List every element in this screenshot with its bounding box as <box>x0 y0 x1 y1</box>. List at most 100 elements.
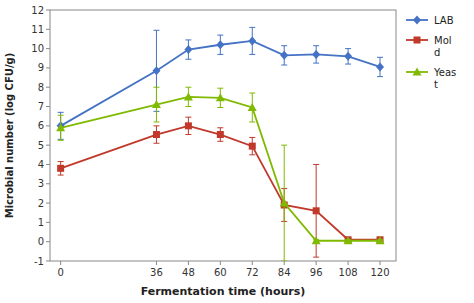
error-bar <box>249 27 255 54</box>
legend-label-line: LAB <box>434 15 454 26</box>
data-point <box>152 66 160 75</box>
y-tick-label: 6 <box>38 120 44 131</box>
y-tick-label: 1 <box>38 217 44 228</box>
legend-label: Yeast <box>433 67 456 90</box>
y-tick <box>46 183 50 184</box>
data-point <box>377 236 384 243</box>
x-axis-label: Fermentation time (hours) <box>141 285 306 298</box>
x-tick-label: 108 <box>339 267 358 278</box>
data-point <box>56 123 65 131</box>
x-tick <box>188 261 189 265</box>
data-point <box>345 236 352 243</box>
y-axis-label: Microbial number (log CFU/g) <box>4 53 15 219</box>
y-tick <box>46 48 50 49</box>
data-point <box>217 131 224 138</box>
legend: LAB Mold Yeast <box>406 15 456 90</box>
y-tick-label: -1 <box>34 256 44 267</box>
legend-label: LAB <box>434 15 454 26</box>
y-tick-label: 4 <box>38 159 44 170</box>
x-tick <box>380 261 381 265</box>
data-point <box>280 51 288 60</box>
error-bar <box>217 35 223 54</box>
y-tick-label: 9 <box>38 62 44 73</box>
error-bar <box>249 137 255 154</box>
x-tick <box>316 261 317 265</box>
data-point <box>376 62 384 71</box>
error-bar <box>217 128 223 142</box>
data-point <box>312 50 320 59</box>
y-tick <box>46 10 50 11</box>
x-tick <box>348 261 349 265</box>
legend-label-line: Yeas <box>433 67 456 78</box>
error-bar <box>185 40 191 59</box>
x-tick-label: 120 <box>370 267 389 278</box>
error-bar <box>377 57 383 76</box>
y-tick-label: 11 <box>31 24 44 35</box>
error-bar <box>58 162 64 176</box>
y-tick <box>46 145 50 146</box>
data-point <box>185 122 192 129</box>
error-bar <box>281 46 287 65</box>
x-tick <box>156 261 157 265</box>
data-point <box>344 52 352 61</box>
data-point <box>344 236 353 244</box>
x-tick <box>60 261 61 265</box>
x-tick-label: 84 <box>278 267 291 278</box>
y-tick <box>46 203 50 204</box>
y-tick-label: 5 <box>38 140 44 151</box>
y-tick-label: 12 <box>31 5 44 16</box>
error-bar <box>185 117 191 134</box>
y-tick-label: 3 <box>38 178 44 189</box>
data-point <box>184 45 192 54</box>
series-line <box>61 97 380 241</box>
data-point <box>216 40 224 49</box>
series-line <box>61 41 380 126</box>
data-point <box>216 93 225 101</box>
x-tick-label: 96 <box>310 267 323 278</box>
series <box>57 117 383 257</box>
error-bar <box>313 46 319 63</box>
y-tick-label: 8 <box>38 82 44 93</box>
y-tick <box>46 125 50 126</box>
legend-marker <box>414 37 421 44</box>
error-bar <box>153 126 159 143</box>
legend-label-line: Mol <box>434 35 452 46</box>
legend-marker <box>413 68 422 76</box>
x-tick-label: 0 <box>57 267 63 278</box>
series <box>56 87 384 261</box>
x-tick-label: 60 <box>214 267 227 278</box>
y-tick <box>46 29 50 30</box>
plot-area <box>56 27 384 261</box>
data-point <box>313 207 320 214</box>
x-tick-label: 48 <box>182 267 195 278</box>
y-tick <box>46 261 50 262</box>
x-tick-label: 36 <box>150 267 163 278</box>
x-tick-label: 72 <box>246 267 259 278</box>
y-tick <box>46 241 50 242</box>
y-tick-label: 2 <box>38 198 44 209</box>
y-tick <box>46 106 50 107</box>
data-point <box>152 100 161 108</box>
legend-marker <box>413 16 421 25</box>
y-tick <box>46 164 50 165</box>
data-point <box>57 165 64 172</box>
data-point <box>280 199 289 207</box>
data-point <box>376 236 385 244</box>
legend-label-line: d <box>434 47 440 58</box>
x-tick <box>220 261 221 265</box>
data-point <box>184 92 193 100</box>
y-tick-label: 10 <box>31 43 44 54</box>
legend-label-line: t <box>434 79 438 90</box>
series-line <box>61 126 380 240</box>
data-point <box>153 131 160 138</box>
data-point <box>248 36 256 45</box>
x-tick <box>284 261 285 265</box>
data-point <box>248 103 257 111</box>
error-bar <box>345 49 351 64</box>
plot-frame <box>50 10 396 261</box>
y-tick-label: 7 <box>38 101 44 112</box>
data-point <box>249 143 256 150</box>
data-point <box>312 236 321 244</box>
y-tick <box>46 67 50 68</box>
legend-label: Mold <box>434 35 452 58</box>
